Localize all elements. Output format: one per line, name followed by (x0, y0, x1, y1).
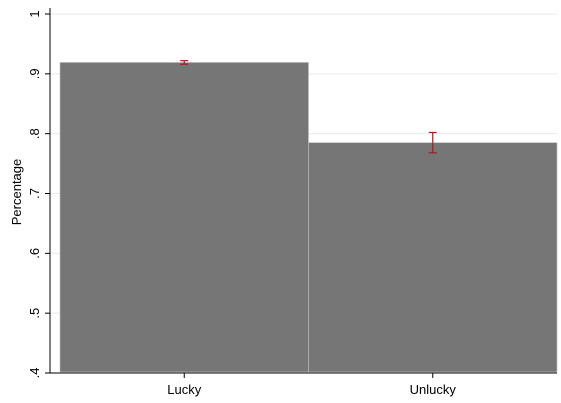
y-tick-label: .6 (27, 248, 42, 259)
y-tick-label: .8 (27, 128, 42, 139)
y-axis-title: Percentage (9, 159, 24, 226)
x-tick-label-unlucky: Unlucky (410, 382, 457, 397)
error-bars (180, 60, 437, 154)
bars (59, 62, 558, 373)
y-tick-label: .4 (27, 368, 42, 379)
error-bar-unlucky (428, 131, 437, 154)
y-tick-label: .5 (27, 308, 42, 319)
y-tick-label: 1 (27, 10, 42, 17)
bar-lucky (59, 62, 309, 373)
x-tick-label-lucky: Lucky (167, 382, 201, 397)
y-axis-ticks: .4 .5 .6 .7 .8 .9 1 (27, 10, 50, 378)
bar-unlucky (308, 142, 558, 373)
y-tick-label: .7 (27, 188, 42, 199)
y-tick-label: .9 (27, 68, 42, 79)
error-bar-lucky (180, 60, 189, 65)
x-axis-ticks: Lucky Unlucky (167, 373, 456, 397)
